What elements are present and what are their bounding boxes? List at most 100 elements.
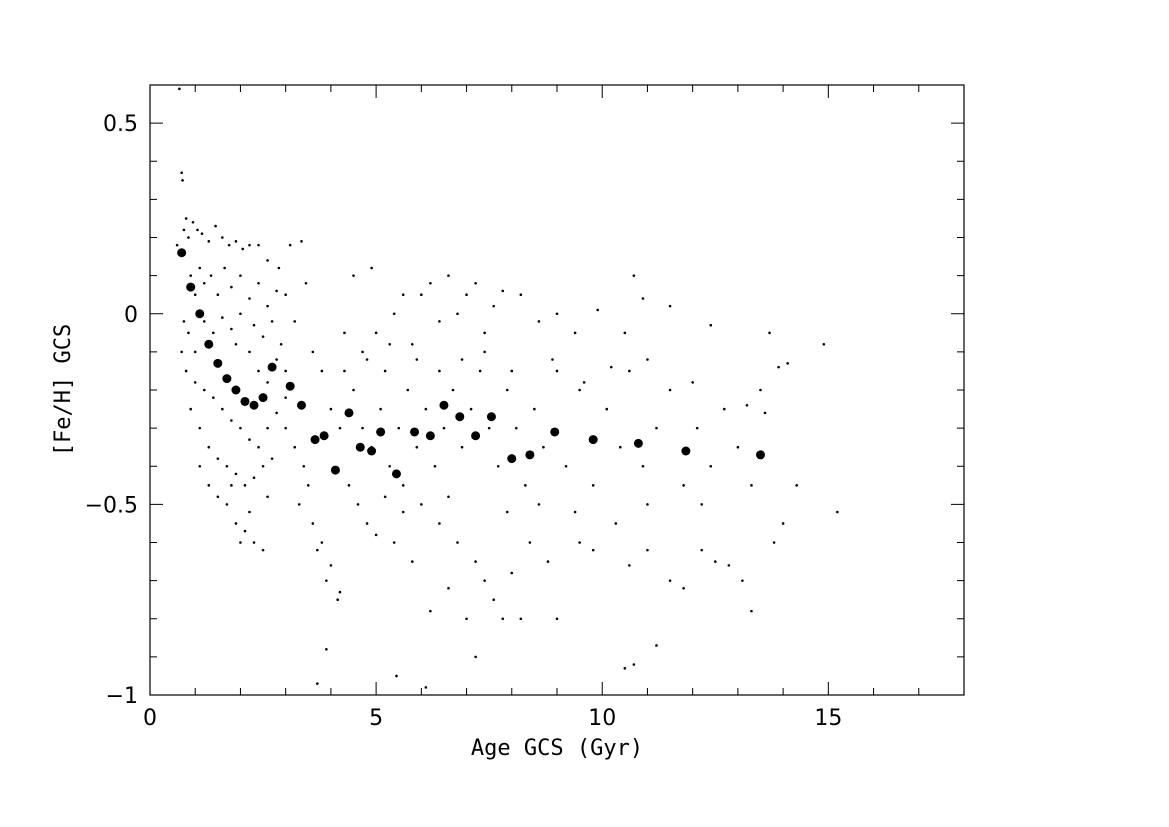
mean-point [471, 431, 481, 441]
star-point [822, 342, 826, 346]
star-point [189, 407, 192, 411]
axis-ticks [149, 84, 965, 696]
star-point [646, 503, 649, 506]
star-point [573, 331, 577, 335]
star-point [302, 464, 306, 468]
star-point [836, 510, 839, 514]
star-point [406, 388, 410, 392]
star-point [352, 388, 355, 392]
star-point [646, 358, 649, 361]
star-point [284, 396, 287, 399]
star-point [257, 281, 260, 285]
star-point [266, 259, 269, 262]
star-point [668, 579, 672, 582]
mean-point [455, 412, 465, 422]
star-point [352, 274, 355, 277]
mean-point [213, 358, 223, 368]
star-point [551, 358, 554, 361]
star-point [202, 281, 206, 285]
star-point [297, 503, 301, 506]
star-point [257, 445, 260, 449]
star-point [460, 358, 464, 361]
star-point [234, 472, 238, 476]
star-point [293, 320, 297, 323]
star-point [178, 87, 181, 91]
mean-point [186, 282, 196, 292]
y-tick-label: −0.5 [85, 493, 138, 518]
y-axis-label: [Fe/H] GCS [51, 324, 76, 456]
star-point [347, 484, 351, 487]
mean-point [249, 400, 259, 410]
star-point [542, 445, 545, 449]
star-point [420, 503, 423, 506]
star-point [288, 243, 292, 247]
star-point [619, 445, 622, 449]
star-point [456, 312, 459, 316]
star-point [397, 426, 401, 430]
star-point [198, 426, 202, 430]
mean-point [285, 381, 295, 391]
mean-point [344, 408, 354, 418]
star-point [519, 293, 523, 296]
star-point [424, 686, 428, 689]
star-point [365, 358, 369, 361]
mean-point [310, 435, 320, 445]
star-point [320, 541, 324, 544]
star-point [365, 522, 369, 525]
star-point [591, 484, 595, 487]
star-point [234, 240, 238, 243]
star-point [483, 331, 486, 335]
star-point [212, 396, 215, 399]
star-point [655, 426, 658, 430]
star-point [316, 682, 319, 685]
star-point [623, 667, 627, 670]
star-point [336, 598, 339, 601]
star-point [395, 674, 398, 678]
star-point [279, 342, 283, 346]
star-point [175, 243, 179, 247]
star-point [216, 495, 220, 499]
mean-point [258, 393, 268, 403]
mean-point [367, 446, 377, 456]
star-point [555, 312, 559, 316]
mean-point [319, 431, 329, 441]
star-point [695, 426, 699, 430]
star-point [646, 548, 649, 552]
star-point [510, 369, 514, 373]
star-point [261, 548, 265, 552]
star-point [501, 289, 505, 293]
star-point [628, 369, 631, 373]
star-point [447, 274, 450, 277]
star-point [243, 484, 247, 487]
star-point [207, 240, 211, 243]
star-point [193, 293, 197, 296]
star-point [216, 293, 220, 296]
star-point [628, 564, 631, 567]
star-point [632, 274, 636, 277]
star-point [415, 358, 419, 361]
star-point [750, 609, 753, 613]
star-point [261, 464, 265, 468]
star-point [304, 281, 308, 285]
star-point [591, 548, 595, 552]
binned-means [177, 248, 765, 479]
star-point [196, 228, 199, 232]
star-point [338, 590, 342, 594]
star-point [284, 426, 287, 430]
star-point [392, 312, 396, 316]
star-point [311, 522, 315, 525]
mean-point [550, 427, 560, 437]
star-point [515, 426, 518, 430]
star-point [578, 388, 581, 392]
star-point [781, 522, 785, 525]
star-point [487, 426, 491, 430]
star-point [777, 365, 780, 369]
individual-stars [175, 87, 839, 689]
star-point [528, 541, 532, 544]
star-point [668, 388, 672, 392]
star-point [202, 320, 206, 323]
star-point [573, 510, 577, 514]
star-point [277, 266, 281, 270]
star-point [451, 388, 455, 392]
star-point [338, 426, 342, 430]
